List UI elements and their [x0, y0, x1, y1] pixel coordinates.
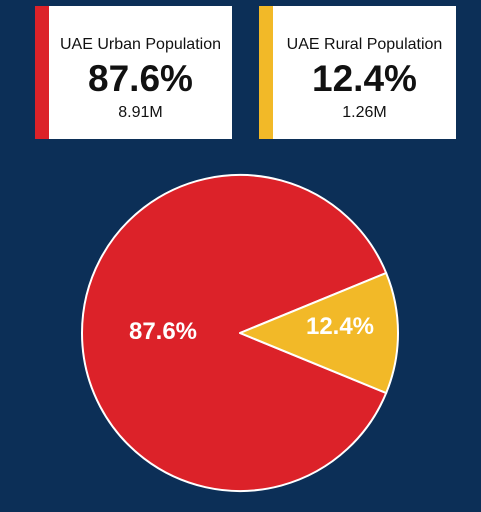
- urban-card-count: 8.91M: [118, 104, 163, 121]
- urban-card-percent: 87.6%: [88, 58, 193, 99]
- pie-slice-urban: [81, 174, 388, 492]
- rural-card-content: UAE Rural Population 12.4% 1.26M: [273, 6, 456, 139]
- pie-label-urban: 87.6%: [129, 318, 197, 345]
- urban-population-card: UAE Urban Population 87.6% 8.91M: [35, 6, 232, 139]
- rural-card-title: UAE Rural Population: [286, 36, 443, 53]
- rural-color-stripe: [259, 6, 273, 139]
- rural-card-percent: 12.4%: [312, 58, 417, 99]
- rural-card-count: 1.26M: [342, 104, 387, 121]
- urban-color-stripe: [35, 6, 49, 139]
- urban-card-title: UAE Urban Population: [60, 36, 221, 53]
- pie-label-rural: 12.4%: [306, 313, 374, 340]
- urban-card-content: UAE Urban Population 87.6% 8.91M: [49, 6, 232, 139]
- pie-slice-rural: [239, 271, 399, 395]
- rural-population-card: UAE Rural Population 12.4% 1.26M: [259, 6, 456, 139]
